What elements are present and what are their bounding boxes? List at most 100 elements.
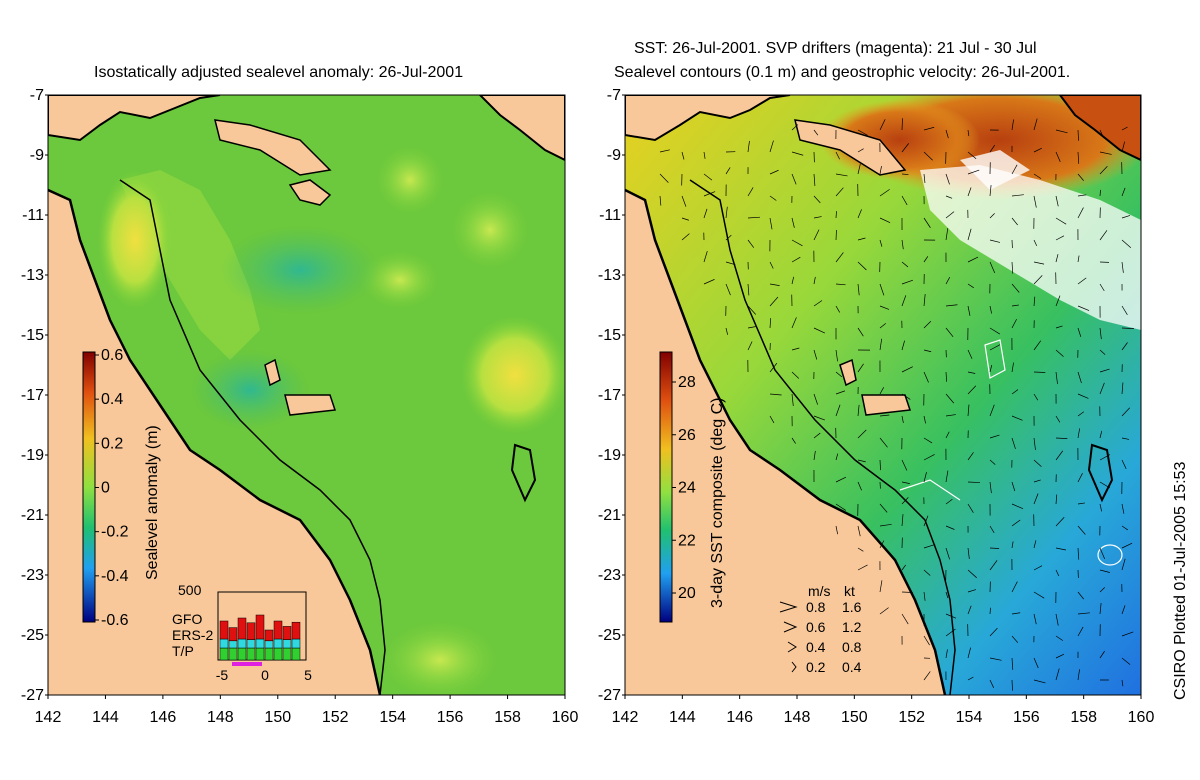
velocity-arrow — [989, 144, 996, 153]
velocity-arrow — [879, 459, 881, 471]
velocity-arrow — [945, 173, 950, 185]
colorbar-tick-label: 0.4 — [101, 391, 123, 408]
velocity-arrow — [1011, 389, 1019, 395]
lat-tick-label: -21 — [21, 507, 44, 524]
lon-tick-label: 158 — [1070, 709, 1097, 726]
velocity-arrow — [1121, 605, 1126, 615]
velocity-arrow — [1077, 525, 1086, 535]
velocity-arrow — [1011, 261, 1014, 274]
lat-tick-label: -23 — [21, 567, 44, 584]
velocity-arrow — [1055, 635, 1064, 641]
velocity-arrow — [1011, 541, 1014, 549]
velocity-arrow — [835, 525, 838, 535]
velocity-arrow — [1121, 215, 1131, 219]
velocity-arrow — [1011, 164, 1018, 175]
velocity-arrow — [1099, 569, 1110, 573]
velocity-arrow — [989, 404, 995, 417]
inset-bar-segment — [237, 638, 247, 649]
velocity-arrow — [989, 459, 996, 465]
velocity-arrow — [879, 523, 892, 527]
inset-bar-segment — [219, 647, 229, 661]
velocity-arrow — [879, 580, 883, 593]
velocity-arrow — [1055, 325, 1063, 329]
left-australia-coastline — [48, 188, 382, 695]
velocity-arrow — [967, 569, 977, 579]
velocity-arrow — [989, 213, 995, 219]
lon-tick-label: 146 — [150, 709, 177, 726]
velocity-arrow — [1099, 327, 1102, 340]
velocity-arrow — [1077, 327, 1082, 337]
velocity-arrow — [1033, 591, 1045, 599]
inset-bar-segment — [219, 620, 229, 640]
velocity-arrow — [1033, 195, 1037, 208]
right-map-panel — [625, 95, 1141, 695]
velocity-arrow — [813, 129, 819, 136]
velocity-arrow — [879, 165, 882, 175]
inset-legend-tp: T/P — [172, 643, 194, 659]
velocity-arrow — [791, 124, 799, 131]
left-colorbar-ticks: 0.6 0.4 0.2 0 -0.2 -0.4 -0.6 — [95, 347, 129, 629]
velocity-arrow — [1033, 565, 1043, 571]
inset-bar-segment — [255, 638, 265, 649]
left-new-guinea-land — [48, 95, 221, 142]
velocity-arrow — [945, 591, 949, 599]
velocity-key-arrow — [779, 601, 798, 613]
velocity-arrow — [835, 476, 847, 483]
velocity-arrow — [967, 256, 979, 263]
velocity-arrow — [923, 349, 932, 353]
velocity-arrow — [1011, 318, 1017, 329]
velocity-arrow — [835, 404, 841, 417]
velocity-arrow — [659, 173, 669, 183]
inset-xtick-5: 5 — [304, 667, 312, 683]
velocity-arrow — [703, 151, 706, 159]
velocity-arrow — [1099, 650, 1105, 659]
velocity-arrow — [1033, 173, 1042, 179]
lat-tick-label: -11 — [22, 207, 44, 224]
velocity-arrow — [1077, 305, 1090, 311]
velocity-arrow — [1033, 275, 1043, 285]
inset-bar-segment — [282, 647, 292, 661]
velocity-arrow — [769, 318, 772, 329]
left-panel-title: Isostatically adjusted sealevel anomaly:… — [94, 64, 464, 81]
velocity-key-arrow — [787, 641, 797, 653]
lon-tick-label: 142 — [612, 709, 639, 726]
velocity-arrow — [725, 206, 728, 219]
velocity-arrow — [857, 283, 860, 296]
velocity-arrow — [945, 414, 956, 417]
velocity-arrow — [989, 185, 992, 197]
velocity-arrow — [1099, 481, 1111, 489]
velocity-arrow — [967, 151, 977, 159]
velocity-arrow — [945, 470, 949, 483]
velocity-arrow — [1099, 166, 1108, 175]
velocity-arrow — [1077, 669, 1080, 681]
velocity-arrow — [1121, 305, 1128, 315]
lat-tick-label: -17 — [21, 387, 44, 404]
velocity-arrow — [1121, 542, 1133, 549]
velocity-arrow — [1077, 151, 1080, 164]
velocity-arrow — [945, 498, 953, 505]
velocity-arrow — [1121, 631, 1134, 637]
velocity-arrow — [1033, 540, 1037, 549]
velocity-arrow — [1033, 613, 1037, 625]
inset-bar-segment — [228, 627, 238, 642]
velocity-key-ms: 0.8 — [806, 599, 826, 615]
velocity-arrow — [1055, 254, 1059, 263]
velocity-arrow — [879, 305, 890, 310]
velocity-arrow — [879, 217, 891, 223]
velocity-arrow — [681, 217, 689, 221]
lat-tick-label: -15 — [598, 327, 621, 344]
velocity-arrow — [835, 305, 840, 313]
velocity-arrow — [1077, 411, 1085, 417]
inset-bar-segment — [264, 629, 274, 642]
velocity-arrow — [923, 173, 926, 183]
inset-ymax-label: 500 — [178, 582, 202, 598]
velocity-arrow — [725, 261, 736, 266]
lat-tick-label: -23 — [598, 567, 621, 584]
colorbar-tick-label: 28 — [678, 374, 696, 391]
velocity-arrow — [769, 362, 778, 373]
velocity-arrow — [967, 481, 980, 483]
velocity-arrow — [901, 514, 904, 527]
velocity-arrow — [901, 481, 910, 484]
colorbar-tick-label: 24 — [678, 480, 696, 497]
velocity-arrow — [747, 140, 750, 153]
